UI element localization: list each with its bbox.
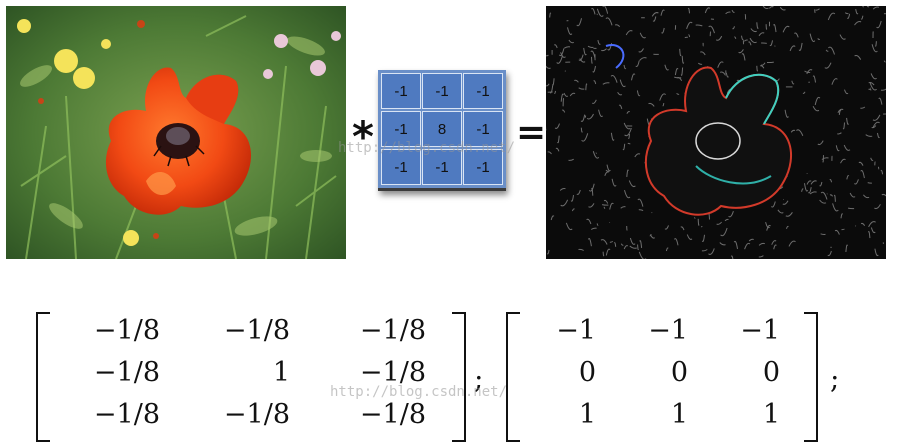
matrix-cell: 1 [762, 399, 780, 430]
matrix-cell: −1/8 [93, 357, 160, 388]
matrix-cell: −1/8 [359, 315, 426, 346]
left-bracket [506, 312, 520, 442]
separator-semicolon: ; [474, 362, 484, 395]
kernel-cell: -1 [463, 149, 503, 185]
gradient-matrix: −1 −1 −1 0 0 0 1 1 1 [506, 312, 818, 442]
kernel-cell: -1 [381, 73, 421, 109]
trailing-semicolon: ; [830, 362, 840, 395]
edge-detected-image [546, 6, 886, 259]
right-bracket [452, 312, 466, 442]
kernel-cell: -1 [463, 73, 503, 109]
matrix-cell: −1/8 [223, 315, 290, 346]
right-bracket [804, 312, 818, 442]
matrix-cell: −1 [556, 315, 596, 346]
kernel-cell: -1 [463, 111, 503, 147]
kernel-grid: -1 -1 -1 -1 8 -1 -1 -1 -1 [378, 70, 506, 191]
convolution-operator: * [352, 112, 374, 161]
averaging-matrix: −1/8 −1/8 −1/8 −1/8 1 −1/8 −1/8 −1/8 −1/… [36, 312, 466, 442]
kernel-cell: -1 [422, 73, 462, 109]
input-flower-image [6, 6, 346, 259]
kernel-cell: -1 [422, 149, 462, 185]
matrix-cell: 1 [670, 399, 688, 430]
matrix-cell: −1/8 [223, 399, 290, 430]
kernel-cell: -1 [381, 149, 421, 185]
edge-detected-photo [546, 6, 886, 259]
matrix-cell: −1 [648, 315, 688, 346]
matrix-cell: 1 [272, 357, 290, 388]
matrix-cell: −1/8 [359, 357, 426, 388]
left-bracket [36, 312, 50, 442]
equals-operator: = [516, 112, 547, 153]
kernel-cell: -1 [381, 111, 421, 147]
watermark-text: http://blog.csdn.net/ [330, 384, 508, 400]
matrix-cell: −1/8 [93, 399, 160, 430]
matrix-cell: −1/8 [359, 399, 426, 430]
matrix-cell: 0 [762, 357, 780, 388]
matrix-cell: 0 [670, 357, 688, 388]
input-flower-photo [6, 6, 346, 259]
kernel-cell: 8 [422, 111, 462, 147]
matrix-cell: 1 [578, 399, 596, 430]
matrix-cell: −1/8 [93, 315, 160, 346]
matrix-cell: 0 [578, 357, 596, 388]
matrix-cell: −1 [740, 315, 780, 346]
watermark-text: http://blog.csdn.net/ [338, 140, 516, 156]
